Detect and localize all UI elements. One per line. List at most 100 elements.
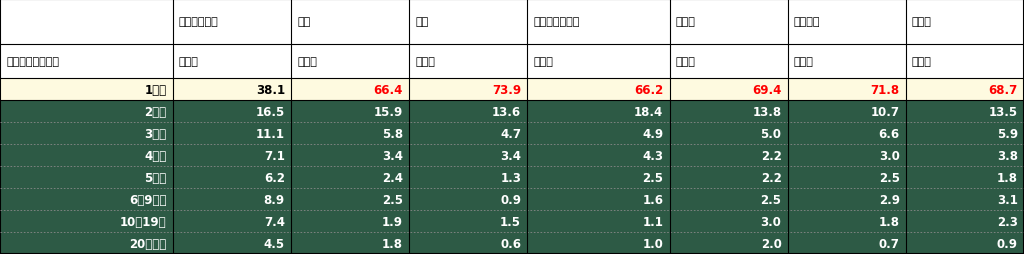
Bar [787, 188, 906, 210]
Bar [291, 122, 410, 145]
Bar [291, 188, 410, 210]
Text: 68.7: 68.7 [988, 83, 1018, 96]
Bar [906, 101, 1024, 122]
Text: 18.4: 18.4 [634, 105, 664, 118]
Text: 13.8: 13.8 [753, 105, 781, 118]
Bar [906, 145, 1024, 166]
Text: 7.1: 7.1 [264, 149, 285, 162]
Text: 13.5: 13.5 [989, 105, 1018, 118]
Text: 2回目: 2回目 [144, 105, 167, 118]
Text: 1.8: 1.8 [382, 236, 403, 249]
Text: 構成比: 構成比 [179, 57, 199, 67]
Bar [410, 166, 527, 188]
Text: 構成比: 構成比 [676, 57, 695, 67]
Text: 6.2: 6.2 [264, 171, 285, 184]
Text: 73.9: 73.9 [493, 83, 521, 96]
Text: 66.4: 66.4 [374, 83, 403, 96]
Text: 4.3: 4.3 [642, 149, 664, 162]
Bar [0, 79, 173, 101]
Text: 6.6: 6.6 [879, 127, 900, 140]
Text: 3.1: 3.1 [997, 193, 1018, 206]
Text: 10〜19回: 10〜19回 [120, 215, 167, 228]
Text: 5.8: 5.8 [382, 127, 403, 140]
Bar [670, 44, 787, 79]
Text: オーストラリア: オーストラリア [534, 17, 580, 27]
Text: 1.1: 1.1 [642, 215, 664, 228]
Bar [291, 232, 410, 254]
Bar [670, 122, 787, 145]
Bar [173, 122, 291, 145]
Bar [0, 210, 173, 232]
Bar [410, 79, 527, 101]
Text: 米国: 米国 [297, 17, 310, 27]
Bar [173, 0, 291, 44]
Bar [527, 79, 670, 101]
Bar [527, 122, 670, 145]
Bar [906, 44, 1024, 79]
Bar [906, 0, 1024, 44]
Text: 71.8: 71.8 [870, 83, 900, 96]
Bar [787, 145, 906, 166]
Bar [670, 188, 787, 210]
Text: 構成比: 構成比 [794, 57, 814, 67]
Bar [410, 101, 527, 122]
Text: 英国: 英国 [416, 17, 429, 27]
Text: 1回目: 1回目 [144, 83, 167, 96]
Text: 8.9: 8.9 [264, 193, 285, 206]
Text: 構成比: 構成比 [297, 57, 317, 67]
Text: 4回目: 4回目 [144, 149, 167, 162]
Bar [0, 122, 173, 145]
Bar [527, 101, 670, 122]
Bar [410, 0, 527, 44]
Text: 2.2: 2.2 [761, 149, 781, 162]
Bar [410, 145, 527, 166]
Text: 1.6: 1.6 [642, 193, 664, 206]
Bar [291, 0, 410, 44]
Bar [0, 166, 173, 188]
Bar [291, 166, 410, 188]
Text: 3.4: 3.4 [500, 149, 521, 162]
Bar [787, 44, 906, 79]
Bar [0, 101, 173, 122]
Text: 2.5: 2.5 [761, 193, 781, 206]
Text: 20回以上: 20回以上 [129, 236, 167, 249]
Bar [291, 101, 410, 122]
Text: 1.0: 1.0 [642, 236, 664, 249]
Bar [291, 44, 410, 79]
Text: 全国籍・地域: 全国籍・地域 [179, 17, 219, 27]
Bar [527, 0, 670, 44]
Bar [527, 166, 670, 188]
Text: 1.3: 1.3 [501, 171, 521, 184]
Bar [906, 232, 1024, 254]
Text: 38.1: 38.1 [256, 83, 285, 96]
Text: 日本への来訪回数: 日本への来訪回数 [6, 57, 59, 67]
Bar [787, 210, 906, 232]
Bar [173, 145, 291, 166]
Text: 5.0: 5.0 [761, 127, 781, 140]
Bar [787, 101, 906, 122]
Text: 13.6: 13.6 [493, 105, 521, 118]
Text: 2.2: 2.2 [761, 171, 781, 184]
Text: 69.4: 69.4 [753, 83, 781, 96]
Bar [906, 166, 1024, 188]
Text: 4.7: 4.7 [500, 127, 521, 140]
Bar [410, 122, 527, 145]
Bar [410, 232, 527, 254]
Text: 0.6: 0.6 [500, 236, 521, 249]
Bar [0, 232, 173, 254]
Bar [173, 188, 291, 210]
Text: フランス: フランス [794, 17, 820, 27]
Text: 3.0: 3.0 [879, 149, 900, 162]
Text: 0.9: 0.9 [500, 193, 521, 206]
Text: 2.9: 2.9 [879, 193, 900, 206]
Text: 0.7: 0.7 [879, 236, 900, 249]
Text: 構成比: 構成比 [416, 57, 435, 67]
Text: 1.8: 1.8 [996, 171, 1018, 184]
Text: 4.9: 4.9 [642, 127, 664, 140]
Bar [670, 210, 787, 232]
Bar [291, 210, 410, 232]
Text: ドイツ: ドイツ [912, 17, 932, 27]
Bar [410, 44, 527, 79]
Text: 5.9: 5.9 [996, 127, 1018, 140]
Text: 3.0: 3.0 [761, 215, 781, 228]
